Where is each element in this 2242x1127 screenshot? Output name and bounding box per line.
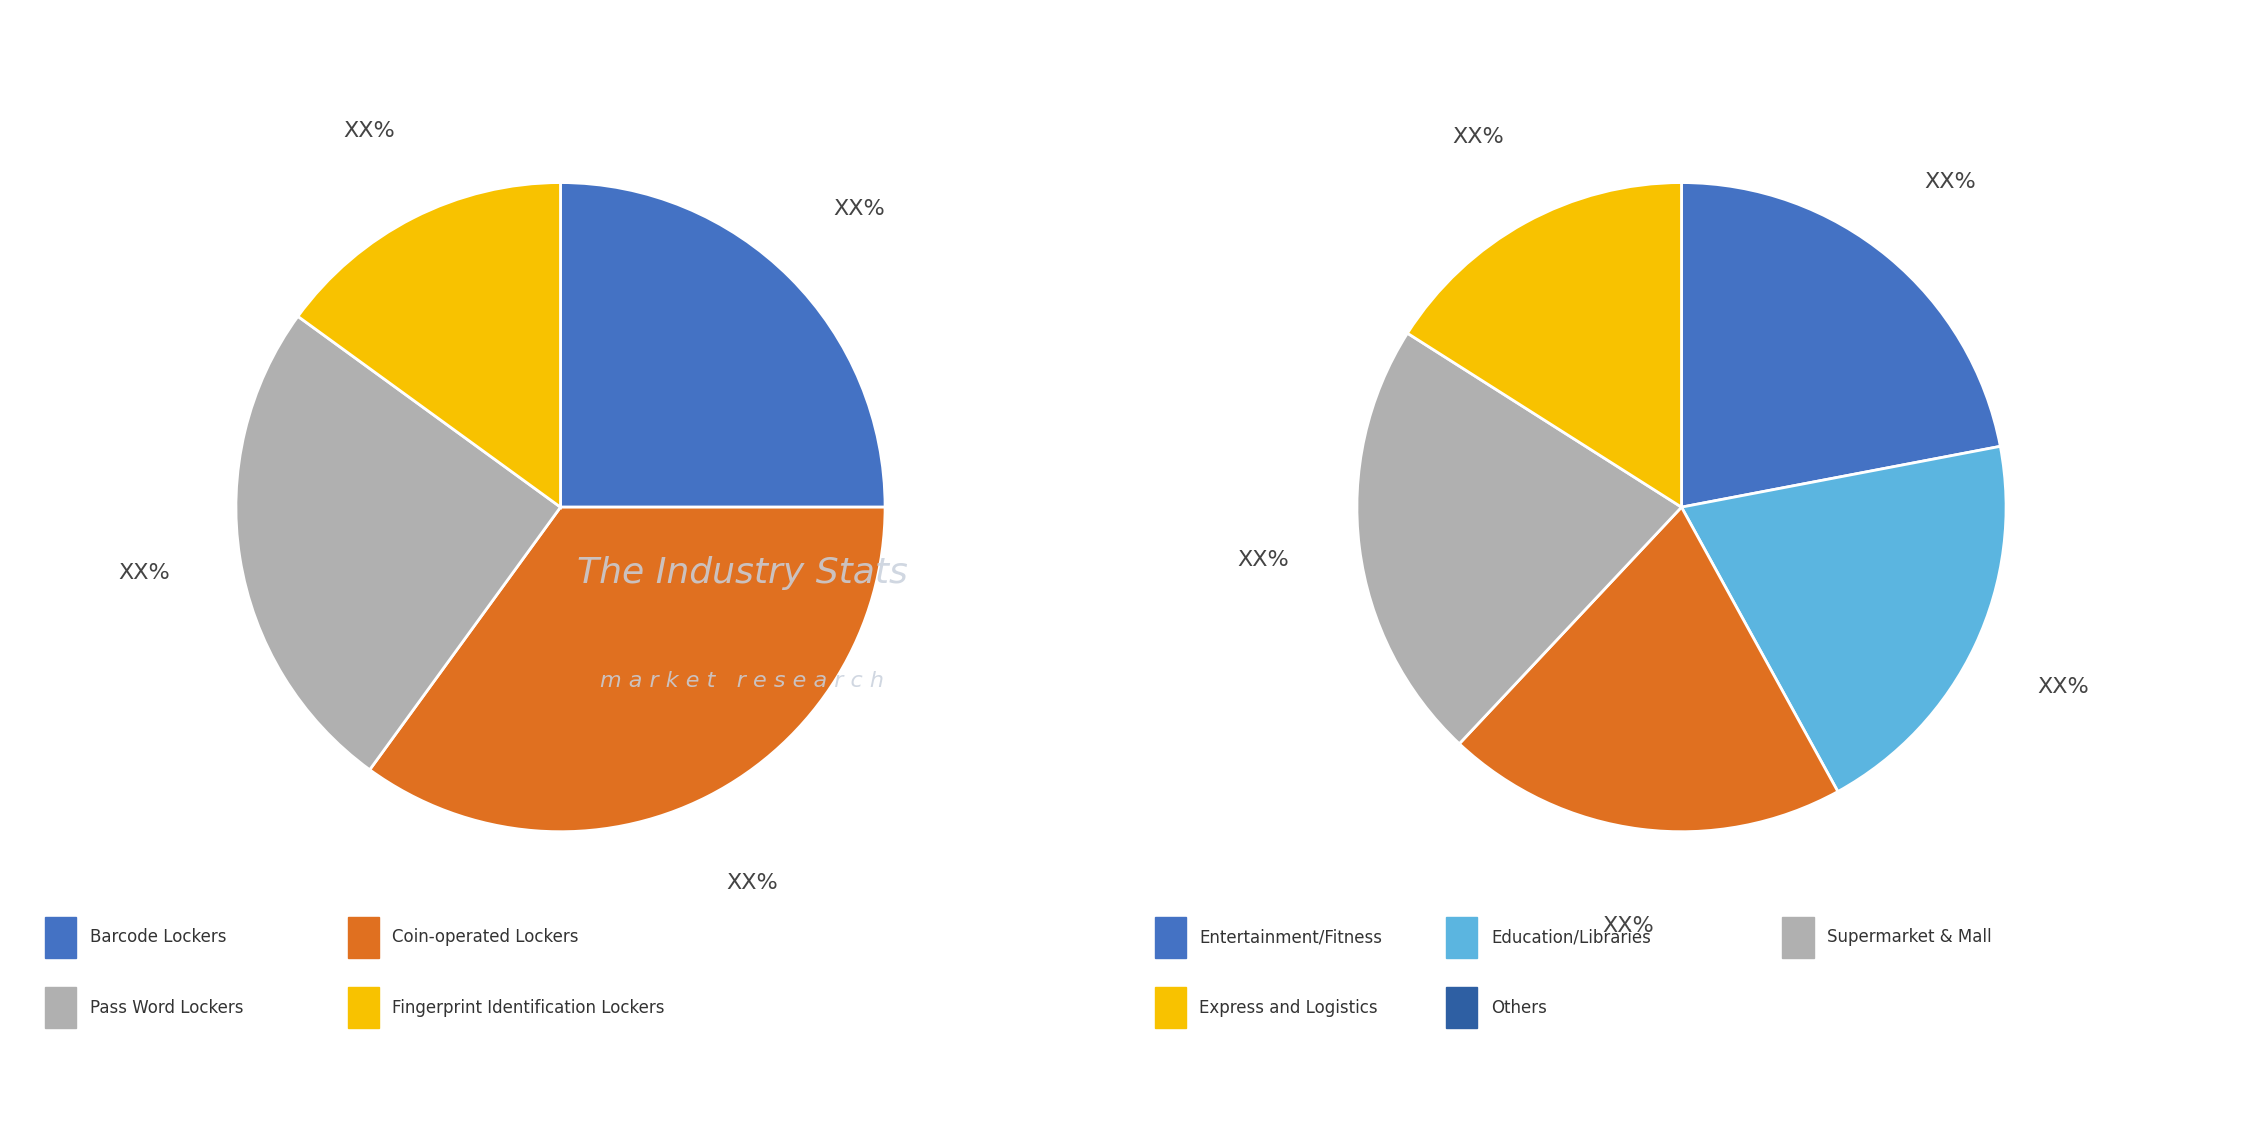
- Bar: [348, 917, 379, 958]
- Bar: [1446, 987, 1477, 1028]
- Text: Pass Word Lockers: Pass Word Lockers: [90, 999, 242, 1017]
- Bar: [1155, 917, 1186, 958]
- Text: Barcode Lockers: Barcode Lockers: [90, 929, 226, 947]
- Text: The Industry Stats: The Industry Stats: [576, 556, 908, 589]
- Wedge shape: [1682, 183, 2000, 507]
- Text: XX%: XX%: [726, 873, 778, 893]
- Text: XX%: XX%: [119, 564, 170, 583]
- Text: Fig. Global Supermarket Lockers Market Share by Product Types & Application: Fig. Global Supermarket Lockers Market S…: [27, 46, 1195, 72]
- Text: XX%: XX%: [1453, 127, 1504, 148]
- Text: Source: Theindustrystats Analysis: Source: Theindustrystats Analysis: [22, 1077, 368, 1095]
- Text: Fingerprint Identification Lockers: Fingerprint Identification Lockers: [392, 999, 666, 1017]
- Text: XX%: XX%: [2038, 677, 2090, 696]
- Bar: [1446, 917, 1477, 958]
- Text: Coin-operated Lockers: Coin-operated Lockers: [392, 929, 578, 947]
- Wedge shape: [1460, 507, 1838, 832]
- Text: Email: sales@theindustrystats.com: Email: sales@theindustrystats.com: [944, 1077, 1298, 1095]
- Wedge shape: [1408, 183, 1682, 507]
- Wedge shape: [1682, 446, 2007, 791]
- Text: XX%: XX%: [1924, 172, 1977, 192]
- Bar: [348, 987, 379, 1028]
- Text: m a r k e t   r e s e a r c h: m a r k e t r e s e a r c h: [601, 671, 883, 691]
- Bar: [1155, 987, 1186, 1028]
- Wedge shape: [235, 317, 560, 770]
- Wedge shape: [370, 507, 886, 832]
- Text: Express and Logistics: Express and Logistics: [1199, 999, 1379, 1017]
- Text: Supermarket & Mall: Supermarket & Mall: [1827, 929, 1991, 947]
- Bar: [45, 917, 76, 958]
- Wedge shape: [1356, 334, 1682, 744]
- Text: Entertainment/Fitness: Entertainment/Fitness: [1199, 929, 1383, 947]
- Bar: [45, 987, 76, 1028]
- Wedge shape: [298, 183, 560, 507]
- Text: XX%: XX%: [1238, 550, 1289, 570]
- Text: Education/Libraries: Education/Libraries: [1491, 929, 1650, 947]
- Text: XX%: XX%: [1603, 916, 1655, 935]
- Text: Website: www.theindustrystats.com: Website: www.theindustrystats.com: [1852, 1077, 2220, 1095]
- Wedge shape: [560, 183, 886, 507]
- Text: Others: Others: [1491, 999, 1547, 1017]
- Text: XX%: XX%: [834, 198, 886, 219]
- Text: XX%: XX%: [343, 122, 395, 141]
- Bar: [1782, 917, 1814, 958]
